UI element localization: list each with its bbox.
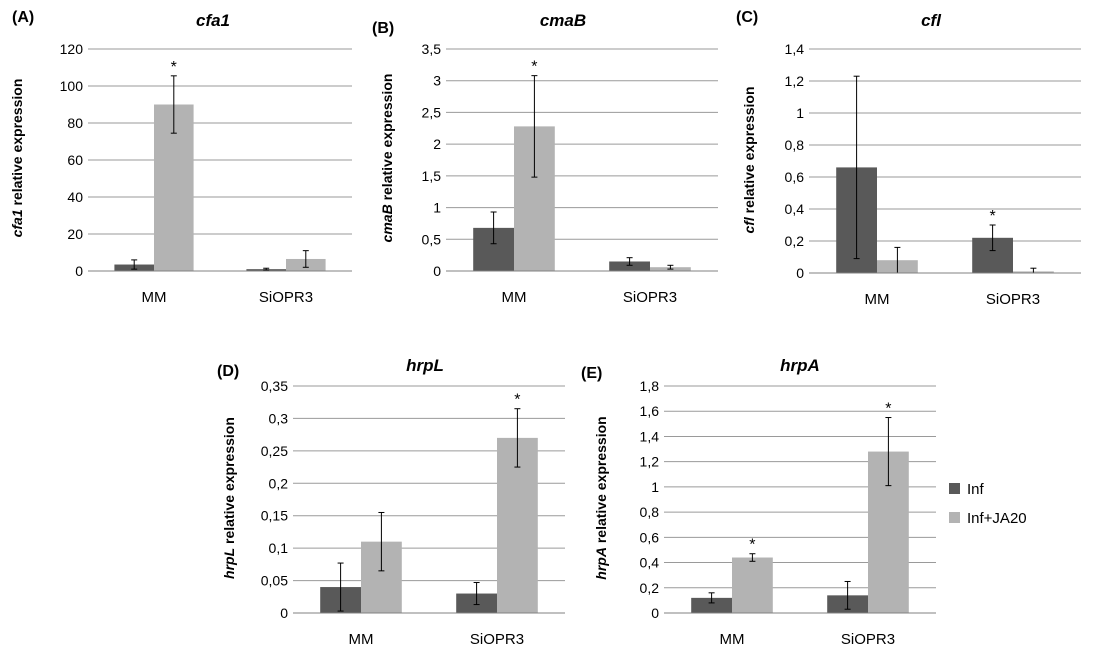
y-tick-label: 1,8 <box>640 378 660 394</box>
y-tick-label: 0,2 <box>785 233 805 249</box>
y-axis-label-text: relative expression <box>593 416 609 547</box>
category-label: SiOPR3 <box>623 289 677 306</box>
y-axis-label-text: relative expression <box>379 74 395 205</box>
y-axis-label-gene: cfl <box>741 216 757 233</box>
y-axis-label: hrpA relative expression <box>593 416 609 579</box>
bar-hrpa-mm-inf-ja20 <box>732 557 773 613</box>
bar-cmab-siopr3-inf <box>609 261 650 271</box>
y-tick-label: 0 <box>796 265 804 281</box>
category-label: SiOPR3 <box>986 291 1040 308</box>
significance-star: * <box>171 59 177 76</box>
y-tick-label: 0,35 <box>261 378 288 394</box>
y-tick-label: 1,6 <box>640 403 660 419</box>
y-axis-label: cfl relative expression <box>741 86 757 233</box>
y-tick-label: 20 <box>67 226 83 242</box>
panel-label: (E) <box>581 365 602 382</box>
y-axis-label-text: relative expression <box>9 79 25 210</box>
y-axis-label: cfa1 relative expression <box>9 79 25 238</box>
category-label: MM <box>349 631 374 648</box>
y-tick-label: 0,25 <box>261 443 288 459</box>
y-tick-label: 120 <box>60 41 84 57</box>
y-tick-label: 1 <box>796 105 804 121</box>
significance-star: * <box>531 59 537 76</box>
y-tick-label: 40 <box>67 189 83 205</box>
y-tick-label: 2,5 <box>422 104 442 120</box>
significance-star: * <box>989 208 995 225</box>
panel-label: (D) <box>217 363 239 380</box>
y-tick-label: 0,4 <box>785 201 805 217</box>
y-tick-label: 0,5 <box>422 231 442 247</box>
category-label: MM <box>502 289 527 306</box>
y-axis-label: cmaB relative expression <box>379 74 395 243</box>
y-tick-label: 3 <box>433 73 441 89</box>
y-tick-label: 0,6 <box>785 169 805 185</box>
y-tick-label: 0,8 <box>640 504 660 520</box>
y-tick-label: 2 <box>433 136 441 152</box>
bar-hrpa-mm-inf <box>691 597 732 613</box>
y-tick-label: 0,1 <box>269 540 289 556</box>
category-label: MM <box>865 291 890 308</box>
y-tick-label: 1,5 <box>422 168 442 184</box>
y-tick-label: 1 <box>651 479 659 495</box>
chart-title: cfa1 <box>196 11 230 30</box>
chart-title: hrpL <box>406 356 444 375</box>
significance-star: * <box>749 537 755 554</box>
legend-swatch-inf <box>949 483 960 494</box>
y-axis-label-text: relative expression <box>741 86 757 217</box>
significance-star: * <box>514 392 520 409</box>
y-tick-label: 0 <box>280 605 288 621</box>
panel-hrpl: 0 0,05 0,1 0,15 0,2 0,25 0,3 0,35 MM * SiOPR3 (D) hr… <box>217 356 565 648</box>
y-tick-label: 0,8 <box>785 137 805 153</box>
category-label: SiOPR3 <box>841 631 895 648</box>
category-label: SiOPR3 <box>259 289 313 306</box>
y-tick-label: 1,4 <box>640 428 660 444</box>
y-tick-label: 0 <box>75 263 83 279</box>
y-tick-label: 1,2 <box>785 73 805 89</box>
y-tick-label: 0,2 <box>269 475 289 491</box>
y-tick-label: 1 <box>433 200 441 216</box>
y-tick-label: 0 <box>433 263 441 279</box>
category-label: MM <box>142 289 167 306</box>
y-tick-label: 100 <box>60 78 84 94</box>
panel-label: (A) <box>12 9 34 26</box>
y-axis-label-gene: cmaB <box>379 204 395 242</box>
y-tick-label: 1,2 <box>640 454 660 470</box>
panel-hrpa: 0 0,2 0,4 0,6 0,8 1 1,2 1,4 1,6 1,8 * MM * SiOPR3 (E) h… <box>581 356 936 648</box>
y-tick-label: 80 <box>67 115 83 131</box>
legend-label-inf: Inf <box>967 481 985 498</box>
y-axis-label-text: relative expression <box>221 417 237 548</box>
legend: Inf Inf+JA20 <box>949 481 1027 527</box>
legend-label-inf-ja20: Inf+JA20 <box>967 510 1027 527</box>
panel-label: (B) <box>372 20 394 37</box>
y-tick-label: 0,6 <box>640 529 660 545</box>
chart-title: cfl <box>921 11 942 30</box>
category-label: SiOPR3 <box>470 631 524 648</box>
chart-title: cmaB <box>540 11 586 30</box>
y-axis-label: hrpL relative expression <box>221 417 237 579</box>
y-tick-label: 1,4 <box>785 41 805 57</box>
chart-title: hrpA <box>780 356 820 375</box>
significance-star: * <box>885 401 891 418</box>
legend-swatch-inf-ja20 <box>949 512 960 523</box>
y-tick-label: 0,15 <box>261 508 288 524</box>
y-tick-label: 0,3 <box>269 410 289 426</box>
y-tick-label: 3,5 <box>422 41 442 57</box>
y-tick-label: 60 <box>67 152 83 168</box>
y-axis-label-gene: cfa1 <box>9 209 25 237</box>
y-tick-label: 0,05 <box>261 573 288 589</box>
y-axis-label-gene: hrpL <box>221 548 237 579</box>
category-label: MM <box>720 631 745 648</box>
y-tick-label: 0,2 <box>640 580 660 596</box>
y-axis-label-gene: hrpA <box>593 547 609 580</box>
y-tick-label: 0 <box>651 605 659 621</box>
panel-label: (C) <box>736 9 758 26</box>
y-tick-label: 0,4 <box>640 555 660 571</box>
